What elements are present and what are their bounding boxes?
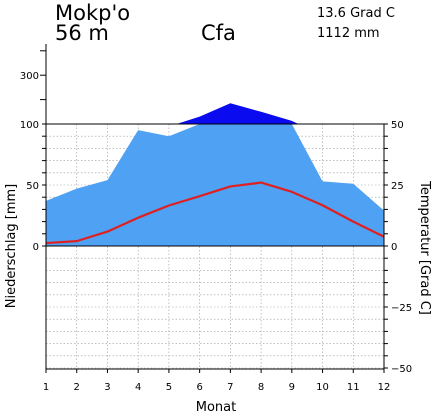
- x-tick-label: 11: [347, 382, 360, 393]
- x-tick-label: 7: [227, 382, 233, 393]
- axes: [45, 44, 385, 370]
- x-tick-label: 5: [166, 382, 172, 393]
- temperature-line: [45, 181, 385, 245]
- temperature-line: [45, 181, 385, 245]
- humid-excess-area: [176, 103, 299, 124]
- annual-precipitation: 1112 mm: [317, 26, 380, 41]
- x-tick-label: 2: [74, 382, 80, 393]
- x-tick-label: 12: [378, 382, 391, 393]
- left-tick-label: 100: [20, 120, 39, 131]
- x-tick-label: 8: [258, 382, 264, 393]
- left-tick-label: 0: [33, 242, 39, 253]
- elevation: 56 m: [55, 21, 109, 45]
- right-tick-label: 0: [391, 242, 397, 253]
- tick-marks: [40, 50, 388, 373]
- right-tick-label: 50: [391, 120, 404, 131]
- precipitation-area: [46, 103, 384, 246]
- right-tick-label: −50: [391, 364, 412, 375]
- y-axis-label-right: Temperatur [Grad C]: [417, 180, 432, 315]
- left-tick-label: 50: [26, 181, 39, 192]
- right-tick-label: 25: [391, 181, 404, 192]
- x-tick-label: 1: [43, 382, 49, 393]
- x-tick-label: 3: [104, 382, 110, 393]
- y-axis-label-left: Niederschlag [mm]: [4, 184, 19, 309]
- precipitation-area-fill: [46, 124, 384, 246]
- climate-class: Cfa: [201, 21, 236, 45]
- x-axis-label: Monat: [196, 400, 236, 415]
- left-tick-label: 300: [20, 71, 39, 82]
- x-tick-label: 4: [135, 382, 141, 393]
- x-tick-label: 6: [196, 382, 202, 393]
- x-tick-label: 10: [316, 382, 329, 393]
- station-name: Mokp'o: [55, 1, 130, 25]
- annual-temperature: 13.6 Grad C: [317, 6, 395, 21]
- x-tick-label: 9: [289, 382, 295, 393]
- right-tick-label: −25: [391, 303, 412, 314]
